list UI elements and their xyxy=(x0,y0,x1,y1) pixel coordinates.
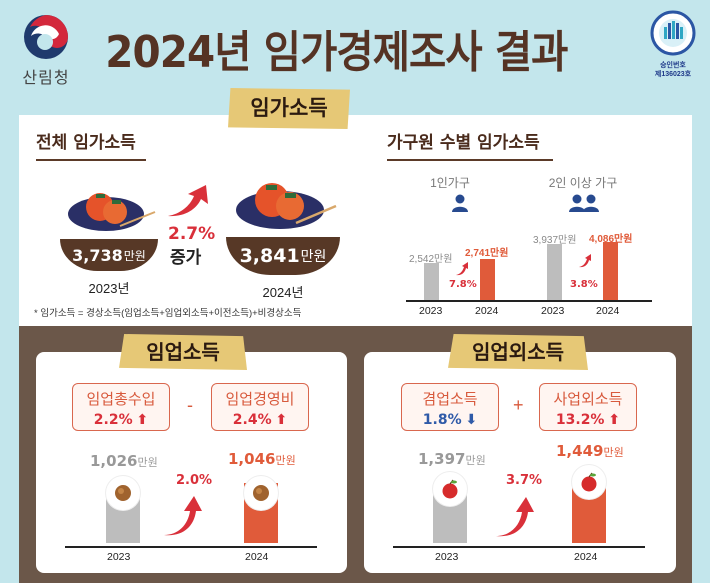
total-income-2024-value: 3,841 만원 xyxy=(226,237,340,275)
section-label-non-forestry-income: 임업외소득 xyxy=(448,334,588,370)
year-2024-label: 2024년 xyxy=(262,285,304,300)
single-person-icon xyxy=(452,194,468,212)
hh2-2024-value: 4,086만원 xyxy=(589,234,633,245)
plus-operator: + xyxy=(513,395,524,415)
forestry-change-pct: 2.0% xyxy=(176,473,213,488)
hh1-2024-value: 2,741만원 xyxy=(465,248,509,259)
total-income-change-label: 증가 xyxy=(170,248,202,268)
forestry-year-2024: 2024 xyxy=(245,551,269,563)
non-business-income-box: 사업외소득 13.2% ⬆ xyxy=(539,383,637,431)
multiple-persons-icon xyxy=(569,194,599,212)
hh2-up-arrow-icon xyxy=(579,254,591,268)
increase-arrow xyxy=(166,184,216,220)
forestry-2024-bar xyxy=(244,476,278,543)
forestry-chart-axis xyxy=(65,546,317,548)
curved-up-arrow-icon xyxy=(496,497,534,537)
non-forestry-2024-value: 1,449만원 xyxy=(556,442,624,460)
apple-icon xyxy=(572,465,606,499)
income-definition-footnote: * 임가소득 = 경상소득(임업소득+임업외소득+이전소득)+비경상소득 xyxy=(34,308,302,319)
chestnut-icon xyxy=(106,476,140,510)
forestry-2024-value: 1,046만원 xyxy=(228,450,296,468)
forestry-2023-value: 1,026만원 xyxy=(90,452,158,470)
hh1-2023-bar xyxy=(424,263,439,300)
side-business-income-pct: 1.8% xyxy=(422,412,462,428)
national-statistics-icon xyxy=(650,10,696,56)
forestry-operating-cost-pct: 2.4% xyxy=(232,412,272,428)
hh2-year-2024: 2024 xyxy=(596,305,620,317)
non-forestry-2023-value: 1,397만원 xyxy=(418,450,486,468)
taegeuk-emblem-icon xyxy=(24,15,68,59)
hh2-2023-bar xyxy=(547,244,562,300)
section-label-household-income: 임가소득 xyxy=(228,88,350,129)
non-forestry-2023-bar xyxy=(433,472,467,543)
forestry-gross-revenue-box: 임업총수입 2.2% ⬆ xyxy=(72,383,170,431)
hh1-change-pct: 7.8% xyxy=(449,279,477,290)
hh1-2023-value: 2,542만원 xyxy=(409,254,453,265)
household-income-chart: 2,542만원 2,741만원 7.8% 3,937만원 4,086만원 3.8… xyxy=(400,226,656,300)
hh1-up-arrow-icon xyxy=(456,262,468,276)
hh2-2023-value: 3,937만원 xyxy=(533,235,577,246)
persimmon-plate-icon xyxy=(68,193,156,231)
section-label-forestry-income: 임업소득 xyxy=(119,334,247,370)
year-2023-label: 2023년 xyxy=(88,281,130,296)
total-income-change-pct: 2.7% xyxy=(168,224,216,244)
hh1-year-2024: 2024 xyxy=(475,305,499,317)
total-income-2023-value: 3,738 만원 xyxy=(60,239,158,271)
hh2-year-2023: 2023 xyxy=(541,305,565,317)
total-income-2023: 3,738 만원 2023년 xyxy=(60,188,158,297)
up-arrow-icon: ⬆ xyxy=(136,412,149,428)
approval-number: 제136023호 xyxy=(654,71,692,78)
non-forestry-change-pct: 3.7% xyxy=(506,473,543,488)
forestry-year-2023: 2023 xyxy=(107,551,131,563)
curved-up-arrow-icon xyxy=(168,185,208,217)
hh1-year-2023: 2023 xyxy=(419,305,443,317)
total-income-title: 전체 임가소득 xyxy=(36,128,146,161)
non-forestry-chart-axis xyxy=(393,546,645,548)
total-income-2024: 3,841 만원 2024년 xyxy=(226,178,340,301)
forestry-operating-cost-box: 임업경영비 2.4% ⬆ xyxy=(211,383,309,431)
non-business-income-pct: 13.2% xyxy=(555,412,605,428)
down-arrow-icon: ⬇ xyxy=(465,411,478,427)
household-1-label: 1인가구 xyxy=(430,176,470,190)
forestry-2023-bar xyxy=(106,476,140,543)
national-statistics-badge: 승인번호 제136023호 xyxy=(642,10,704,79)
agency-name: 산림청 xyxy=(22,70,70,87)
side-business-income-box: 겸업소득 1.8% ⬇ xyxy=(401,383,499,431)
household-size-income-title: 가구원 수별 임가소득 xyxy=(387,128,553,161)
chestnut-icon xyxy=(244,476,278,510)
hh2-change-pct: 3.8% xyxy=(570,279,598,290)
forestry-gross-revenue-pct: 2.2% xyxy=(93,412,133,428)
persimmon-plate-icon xyxy=(236,183,337,229)
household-2plus-label: 2인 이상 가구 xyxy=(548,176,618,190)
hh1-2024-bar xyxy=(480,259,495,300)
approval-label: 승인번호 xyxy=(660,62,686,69)
curved-up-arrow-icon xyxy=(164,496,202,536)
hh2-2024-bar xyxy=(603,242,618,300)
non-forestry-2024-bar xyxy=(572,465,606,543)
household-chart-axis xyxy=(406,300,652,302)
agency-logo: 산림청 xyxy=(16,12,76,88)
non-forestry-year-2023: 2023 xyxy=(435,551,459,563)
non-forestry-year-2024: 2024 xyxy=(574,551,598,563)
page-title: 2024년 임가경제조사 결과 xyxy=(105,27,568,78)
up-arrow-icon: ⬆ xyxy=(608,412,621,428)
minus-operator: - xyxy=(187,395,193,415)
apple-icon xyxy=(433,472,467,506)
up-arrow-icon: ⬆ xyxy=(275,412,288,428)
